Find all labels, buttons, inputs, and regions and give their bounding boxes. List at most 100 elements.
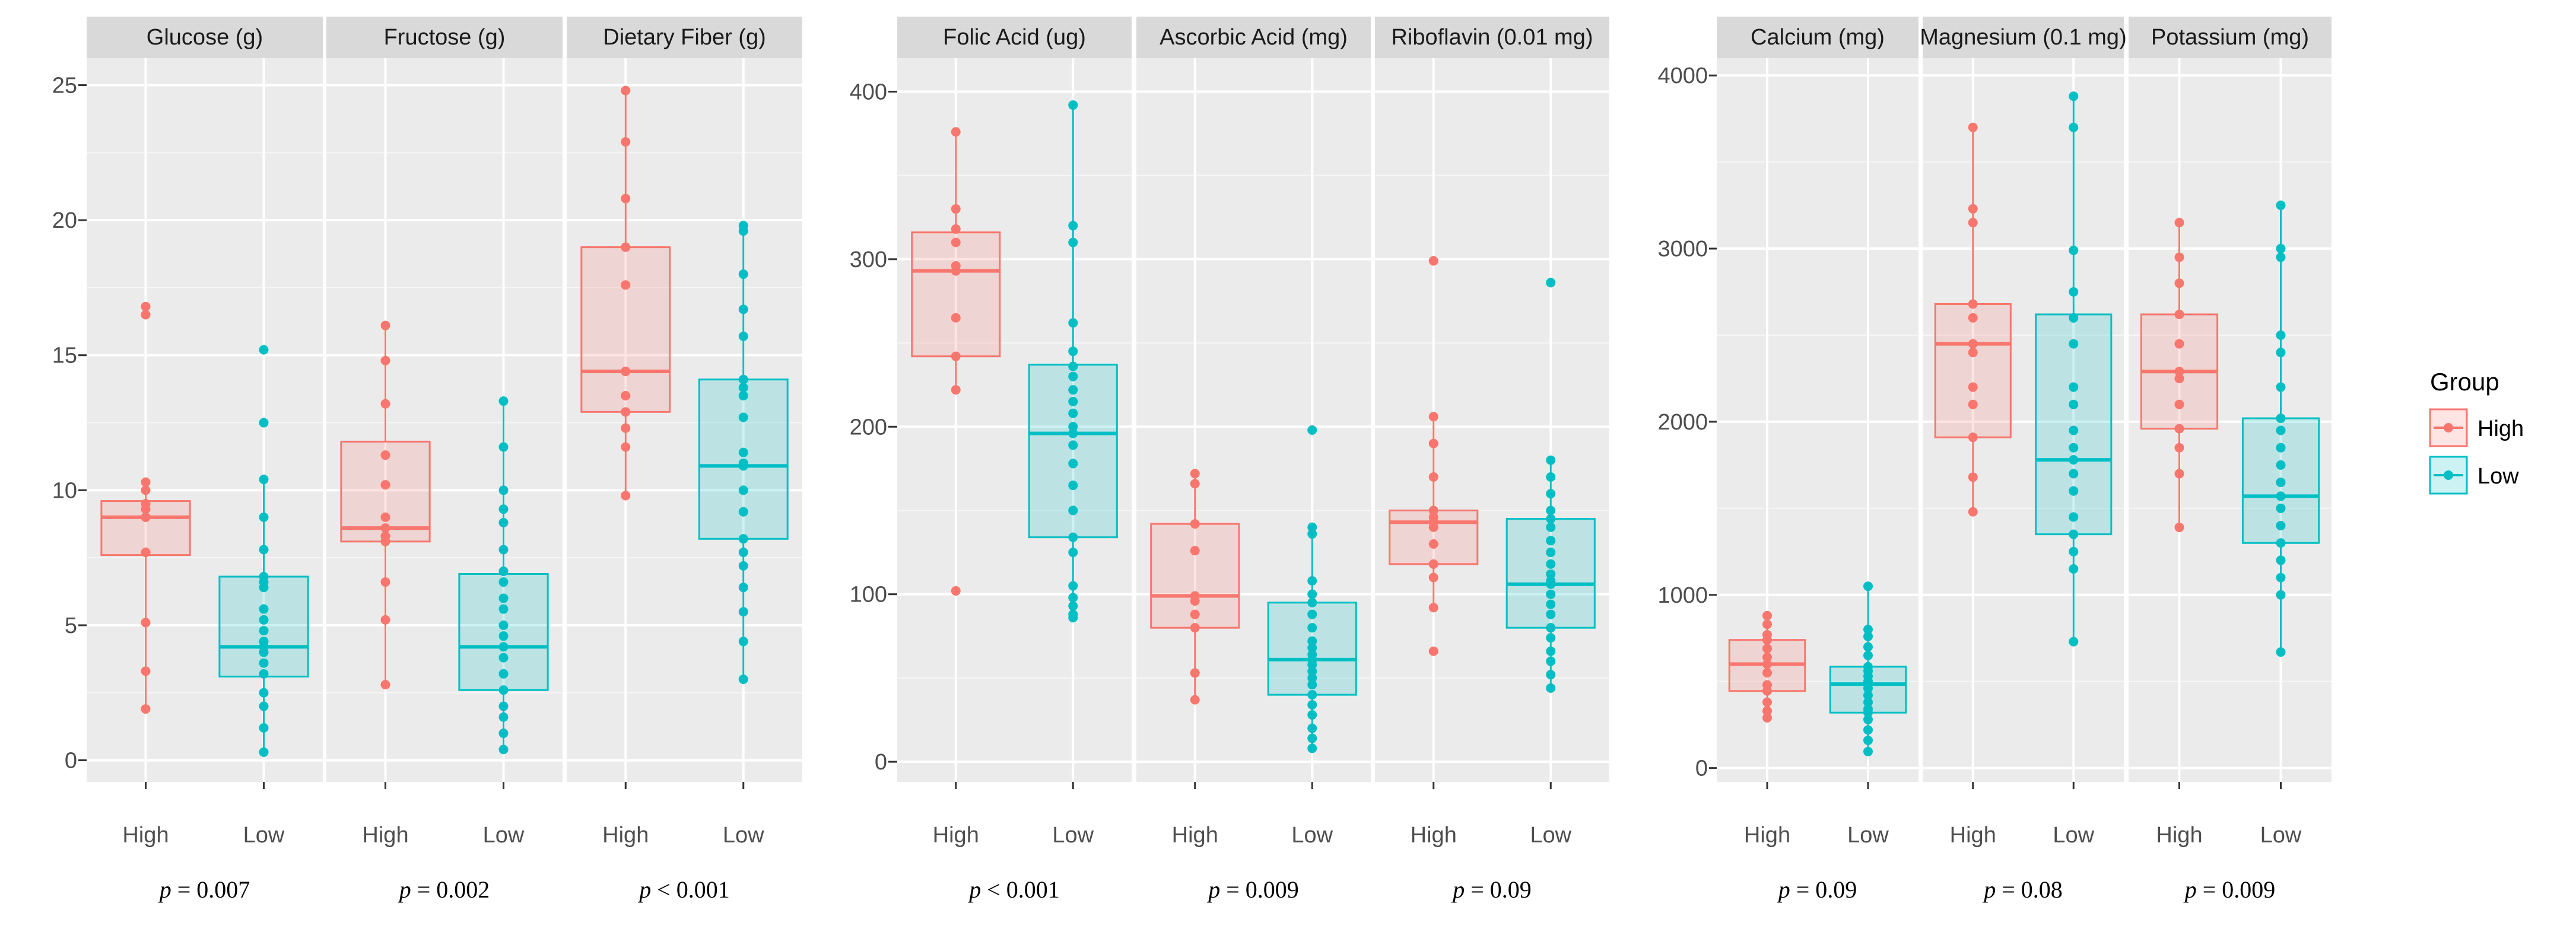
- data-point: [1307, 425, 1317, 435]
- p-value-symbol: p: [1777, 876, 1790, 903]
- strip-title: Fructose (g): [384, 25, 506, 50]
- data-point: [2174, 218, 2184, 228]
- data-point: [498, 631, 509, 641]
- x-tick-label: Low: [483, 823, 525, 848]
- data-point: [2174, 522, 2184, 532]
- legend-title: Group: [2430, 368, 2499, 396]
- data-point: [1968, 382, 1978, 392]
- panel-potassium-mg: Potassium (mg) High Low p = 0.009: [2129, 17, 2332, 903]
- data-point: [498, 685, 509, 695]
- data-point: [1863, 581, 1873, 591]
- data-point: [1546, 683, 1556, 693]
- strip-background: [567, 17, 802, 58]
- data-point: [259, 345, 269, 355]
- data-point: [498, 504, 509, 514]
- data-point: [498, 653, 509, 663]
- data-point: [738, 548, 748, 558]
- data-point: [380, 320, 390, 330]
- data-point: [1968, 122, 1978, 132]
- data-point: [738, 383, 748, 393]
- strip-background: [2129, 17, 2332, 58]
- p-value-label: p = 0.002: [398, 876, 490, 903]
- data-point: [380, 480, 390, 490]
- data-point: [1968, 218, 1978, 228]
- panel-calcium-mg: Calcium (mg) High Low p = 0.09: [1717, 17, 1918, 903]
- data-point: [1068, 100, 1078, 110]
- data-point: [1307, 522, 1317, 532]
- data-point: [1307, 636, 1317, 646]
- data-point: [498, 669, 509, 679]
- y-tick-label: 5: [65, 613, 77, 638]
- data-point: [141, 504, 151, 514]
- panel-background: [567, 58, 802, 782]
- panel-background: [1375, 58, 1609, 782]
- data-point: [951, 204, 961, 214]
- data-point: [621, 491, 631, 501]
- data-point: [498, 642, 509, 652]
- panel-magnesium-0-1-mg: Magnesium (0.1 mg) High Low p = 0.08: [1920, 17, 2127, 903]
- data-point: [1307, 743, 1317, 753]
- data-point: [1428, 472, 1438, 482]
- data-point: [1863, 650, 1873, 660]
- data-point: [1968, 399, 1978, 409]
- data-point: [1762, 713, 1772, 723]
- y-tick-label: 3000: [1657, 237, 1708, 262]
- data-point: [259, 615, 269, 625]
- x-tick-label: Low: [1847, 823, 1889, 848]
- data-point: [2276, 538, 2286, 548]
- data-point: [259, 545, 269, 555]
- data-point: [1968, 348, 1978, 358]
- p-value-symbol: p: [398, 876, 411, 903]
- data-point: [2174, 424, 2184, 434]
- data-point: [2069, 425, 2079, 435]
- data-point: [621, 391, 631, 401]
- p-value-label: p < 0.001: [967, 876, 1060, 903]
- data-point: [1068, 593, 1078, 603]
- data-point: [738, 534, 748, 544]
- strip-title: Glucose (g): [147, 25, 263, 50]
- data-point: [2276, 478, 2286, 488]
- data-point: [1762, 668, 1772, 678]
- data-point: [2069, 529, 2079, 539]
- data-point: [1428, 559, 1438, 569]
- box-low: [1829, 581, 1907, 756]
- strip-title: Ascorbic Acid (mg): [1160, 25, 1348, 50]
- data-point: [2069, 486, 2079, 496]
- data-point: [951, 351, 961, 361]
- y-tick-label: 20: [52, 208, 77, 233]
- data-point: [1190, 469, 1200, 479]
- data-point: [1546, 455, 1556, 465]
- data-point: [1068, 221, 1078, 231]
- x-tick-label: High: [362, 823, 408, 848]
- data-point: [1968, 472, 1978, 482]
- data-point: [2276, 330, 2286, 340]
- data-point: [621, 423, 631, 433]
- p-value-text: = 0.002: [411, 876, 490, 903]
- box-low: [1505, 278, 1596, 693]
- data-point: [1968, 507, 1978, 517]
- data-point: [1968, 299, 1978, 309]
- data-point: [1863, 714, 1873, 724]
- legend-key-high-dot: [2444, 423, 2453, 432]
- panel-background: [897, 58, 1132, 782]
- p-value-text: = 0.09: [1790, 876, 1857, 903]
- data-point: [2276, 382, 2286, 392]
- data-point: [951, 237, 961, 247]
- p-value-label: p = 0.009: [2183, 876, 2276, 903]
- p-value-label: p < 0.001: [637, 876, 730, 903]
- data-point: [1546, 278, 1556, 288]
- p-value-symbol: p: [158, 876, 171, 903]
- data-point: [1546, 536, 1556, 546]
- data-point: [1428, 646, 1438, 656]
- data-point: [141, 512, 151, 522]
- p-value-label: p = 0.09: [1451, 876, 1532, 903]
- box-high: [340, 320, 431, 690]
- p-value-label: p = 0.09: [1777, 876, 1857, 903]
- data-point: [1190, 623, 1200, 633]
- strip-title: Calcium (mg): [1751, 25, 1885, 50]
- chart-group-3: 0 1000 2000 3000 4000 Calcium (mg) High Low p = …: [1657, 17, 2332, 903]
- box-high: [911, 127, 1001, 596]
- data-point: [738, 226, 748, 236]
- data-point: [2069, 564, 2079, 574]
- x-tick-label: High: [1744, 823, 1790, 848]
